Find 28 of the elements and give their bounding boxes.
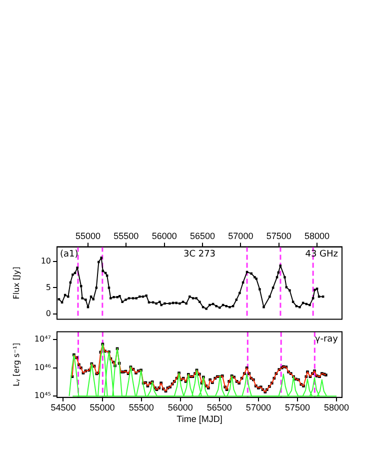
annotation: γ-ray	[314, 334, 339, 345]
x-tick-label: 56500	[206, 402, 232, 412]
y-tick-label: 10⁴⁶	[34, 362, 51, 372]
x-axis-title: Time [MJD]	[176, 414, 222, 424]
y-axis-title: Lᵧ [erg s⁻¹]	[12, 342, 21, 386]
x-tick-label: 56000	[168, 402, 193, 412]
y-tick-label: 10	[40, 256, 51, 266]
annotation: 43 GHz	[305, 250, 338, 260]
x-tick-label: 55000	[75, 230, 101, 241]
x-tick-label: 57500	[284, 402, 310, 412]
annotation: (a1)	[60, 250, 78, 260]
x-tick-label: 58000	[304, 230, 330, 241]
y-tick-label: 10⁴⁵	[34, 391, 51, 400]
x-tick-label: 56000	[152, 230, 177, 241]
y-axis-title: Flux [Jy]	[12, 266, 21, 300]
x-tick-label: 58000	[324, 402, 350, 412]
x-tick-label: 55000	[90, 402, 115, 412]
x-tick-label: 57500	[266, 230, 292, 241]
x-tick-label: 57000	[228, 230, 254, 241]
y-tick-label: 0	[46, 309, 51, 318]
x-tick-label: 56500	[190, 230, 216, 241]
x-tick-label: 54500	[50, 402, 76, 412]
x-tick-label: 57000	[246, 402, 271, 412]
y-tick-label: 5	[46, 282, 51, 292]
y-tick-label: 10⁴⁷	[34, 334, 51, 344]
annotation: 3C 273	[183, 250, 216, 260]
x-tick-label: 55500	[128, 402, 154, 412]
x-tick-label: 55500	[114, 230, 139, 241]
